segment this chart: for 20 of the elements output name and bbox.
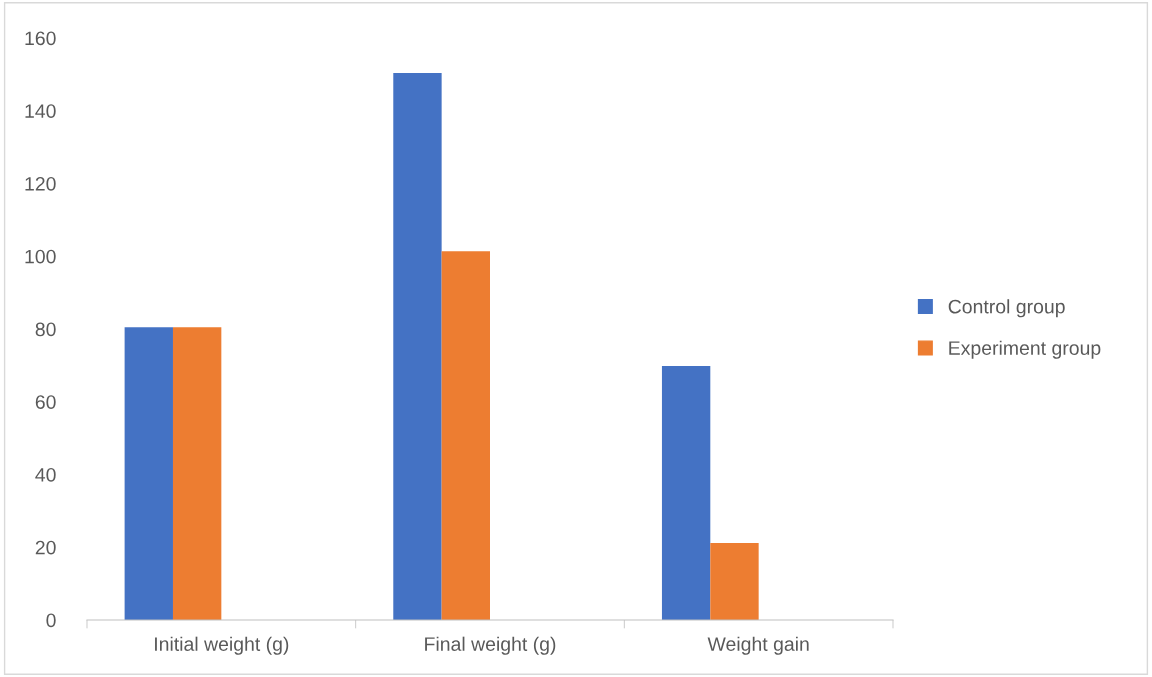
y-tick-label: 140 xyxy=(25,104,56,118)
legend-label: Control group xyxy=(948,299,1065,318)
y-tick-label: 120 xyxy=(25,176,56,191)
bar xyxy=(441,251,490,620)
bar xyxy=(710,542,759,620)
bar xyxy=(124,327,173,620)
y-tick-label: 40 xyxy=(35,467,56,482)
y-tick-label: 100 xyxy=(25,249,56,264)
bar xyxy=(393,72,442,620)
x-tick-label: Initial weight (g) xyxy=(155,636,289,655)
bar xyxy=(172,327,222,620)
y-tick-label: 20 xyxy=(35,540,56,555)
y-tick-label: 160 xyxy=(25,31,56,46)
y-tick-label: 0 xyxy=(46,613,56,628)
y-tick-label: 80 xyxy=(35,322,56,337)
y-tick-label: 60 xyxy=(35,395,56,409)
bar xyxy=(661,366,711,620)
x-tick-label: Weight gain xyxy=(707,636,809,655)
legend-label: Experiment group xyxy=(949,340,1101,359)
x-tick-label: Final weight (g) xyxy=(425,636,556,655)
